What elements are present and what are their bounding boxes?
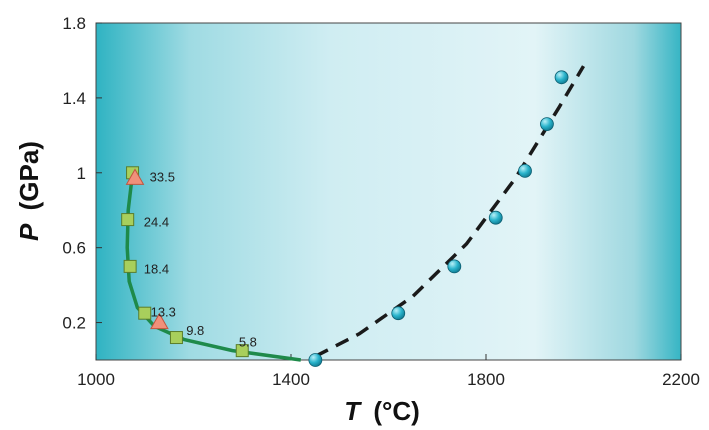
y-tick-label: 1.8 xyxy=(62,14,86,33)
circle-data-point xyxy=(447,259,462,274)
square-data-point xyxy=(138,306,152,320)
point-annotation-label: 9.8 xyxy=(186,323,204,338)
x-axis-title: T (°C) xyxy=(344,396,420,426)
point-annotation-label: 13.3 xyxy=(151,304,176,319)
circle-data-point xyxy=(308,353,323,367)
y-axis-unit: (GPa) xyxy=(14,141,44,210)
square-data-point xyxy=(123,259,137,273)
circle-data-point xyxy=(554,70,569,85)
point-annotation-label: 33.5 xyxy=(150,170,175,185)
triangle-data-point xyxy=(125,168,145,185)
x-tick-label: 1400 xyxy=(272,370,310,389)
circle-data-point xyxy=(518,164,532,178)
y-tick-label: 1 xyxy=(77,164,86,183)
annotations: 33.5 24.4 18.4 13.3 9.8 5.8 xyxy=(144,170,257,350)
circle-data-point xyxy=(540,117,554,131)
triangle-data-point xyxy=(150,312,169,330)
x-axis-variable: T xyxy=(344,396,362,426)
plot-area xyxy=(95,22,682,361)
y-tick-label: 0.2 xyxy=(62,314,86,333)
x-axis-unit: (°C) xyxy=(373,396,420,426)
circle-data-point xyxy=(488,210,503,225)
square-data-point xyxy=(121,213,135,227)
circle-data-point xyxy=(391,306,406,321)
x-tick-label: 1000 xyxy=(77,370,115,389)
point-annotation-label: 24.4 xyxy=(144,214,169,229)
square-data-point xyxy=(169,331,183,345)
square-data-point xyxy=(235,344,249,358)
axes: 1000 1400 1800 2200 0.2 0.6 1 1.4 1.8 xyxy=(62,14,700,389)
point-annotation-label: 5.8 xyxy=(239,334,257,349)
dashed-fit-curve xyxy=(314,65,586,358)
x-tick-label: 1800 xyxy=(467,370,505,389)
y-axis-title: P (GPa) xyxy=(14,141,44,241)
y-axis-variable: P xyxy=(14,223,44,241)
point-annotation-label: 18.4 xyxy=(144,261,169,276)
markers xyxy=(121,70,569,367)
y-tick-label: 0.6 xyxy=(62,239,86,258)
x-tick-label: 2200 xyxy=(662,370,700,389)
y-tick-label: 1.4 xyxy=(62,89,86,108)
